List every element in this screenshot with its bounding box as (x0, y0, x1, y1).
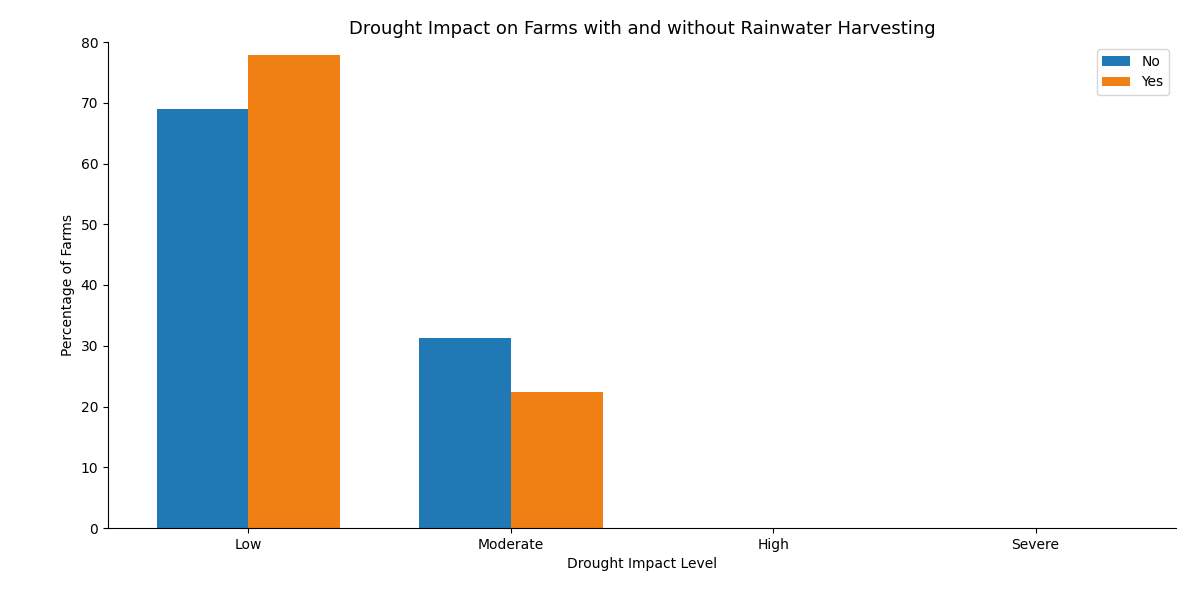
Bar (511, 392, 602, 528)
Bar (156, 109, 248, 528)
Bar (248, 55, 341, 528)
Legend: No, Yes: No, Yes (1097, 49, 1169, 95)
Title: Drought Impact on Farms with and without Rainwater Harvesting: Drought Impact on Farms with and without… (349, 20, 935, 38)
X-axis label: Drought Impact Level: Drought Impact Level (566, 557, 718, 571)
Y-axis label: Percentage of Farms: Percentage of Farms (61, 214, 76, 356)
Bar (419, 338, 511, 528)
